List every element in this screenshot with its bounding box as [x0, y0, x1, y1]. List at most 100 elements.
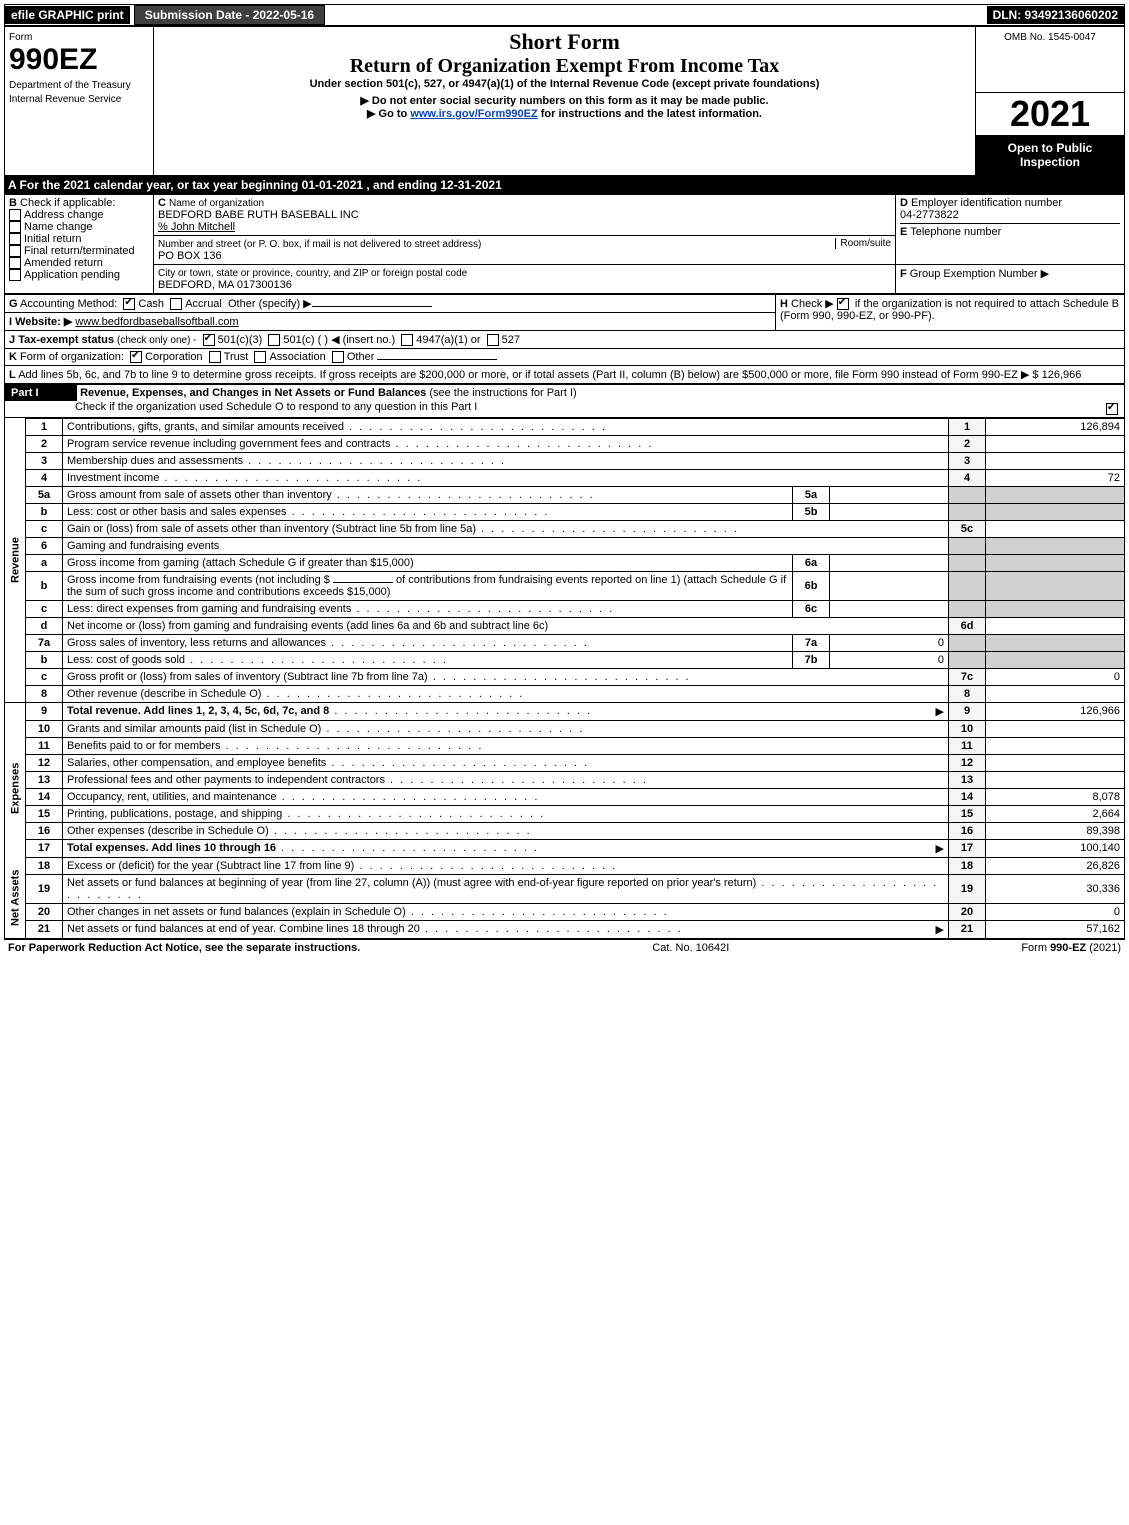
line-row: aGross income from gaming (attach Schedu…: [5, 554, 1125, 571]
line-text: Less: cost or other basis and sales expe…: [67, 506, 287, 518]
other-method-line: [312, 306, 432, 307]
part1-check-text: Check if the organization used Schedule …: [5, 401, 477, 413]
line-row: Net Assets 18Excess or (deficit) for the…: [5, 857, 1125, 874]
subtitle: Under section 501(c), 527, or 4947(a)(1)…: [158, 78, 971, 90]
line-text: Printing, publications, postage, and shi…: [67, 808, 282, 820]
line-value: [986, 737, 1125, 754]
cash-label: Cash: [138, 298, 164, 310]
initial-return-checkbox[interactable]: [9, 233, 21, 245]
expenses-label: Expenses: [5, 720, 26, 857]
instr-2-pre: ▶ Go to: [367, 108, 410, 120]
other-org-checkbox[interactable]: [332, 351, 344, 363]
line-value: 126,966: [986, 702, 1125, 720]
line-text: Membership dues and assessments: [67, 455, 243, 467]
line-num: 15: [26, 805, 63, 822]
line-num: 4: [26, 469, 63, 486]
sub-ref: 6a: [793, 554, 830, 571]
line-row: 19Net assets or fund balances at beginni…: [5, 874, 1125, 903]
short-form-title: Short Form: [158, 29, 971, 55]
line-row: 9Total revenue. Add lines 1, 2, 3, 4, 5c…: [5, 702, 1125, 720]
line-row: 8Other revenue (describe in Schedule O)8: [5, 685, 1125, 702]
open-to-public: Open to Public Inspection: [976, 135, 1124, 175]
gross-receipts-value: 126,966: [1042, 369, 1082, 381]
line-text: Gain or (loss) from sale of assets other…: [67, 523, 476, 535]
line-ref: 14: [949, 788, 986, 805]
final-return-checkbox[interactable]: [9, 245, 21, 257]
corp-checkbox[interactable]: [130, 351, 142, 363]
line-ref: 6d: [949, 617, 986, 634]
part1-title: Revenue, Expenses, and Changes in Net As…: [80, 387, 426, 399]
address-change-label: Address change: [24, 209, 104, 221]
line-value: 2,664: [986, 805, 1125, 822]
footer-right-post: (2021): [1086, 942, 1121, 954]
line-ref: 7c: [949, 668, 986, 685]
gray-cell: [949, 554, 986, 571]
section-j-label: J: [9, 334, 15, 346]
line-text: Other revenue (describe in Schedule O): [67, 688, 261, 700]
line-num: 17: [26, 839, 63, 857]
line-value: [986, 771, 1125, 788]
section-h-label: H: [780, 298, 788, 310]
line-text: Other changes in net assets or fund bala…: [67, 906, 406, 918]
4947-checkbox[interactable]: [401, 334, 413, 346]
top-bar: efile GRAPHIC print Submission Date - 20…: [4, 4, 1125, 26]
dln-label: DLN: 93492136060202: [987, 6, 1124, 24]
line-num: 5a: [26, 486, 63, 503]
part1-lines-table: Revenue 1Contributions, gifts, grants, a…: [4, 418, 1125, 939]
line-row: dNet income or (loss) from gaming and fu…: [5, 617, 1125, 634]
527-checkbox[interactable]: [487, 334, 499, 346]
dept-label: Department of the Treasury: [9, 80, 131, 91]
accrual-checkbox[interactable]: [170, 298, 182, 310]
gray-cell: [949, 571, 986, 600]
line-num: d: [26, 617, 63, 634]
address-change-checkbox[interactable]: [9, 209, 21, 221]
section-e-label: E: [900, 226, 907, 238]
city-label: City or town, state or province, country…: [158, 268, 467, 279]
header-table: Form 990EZ Department of the Treasury In…: [4, 26, 1125, 176]
501c-label: 501(c) ( ) ◀ (insert no.): [283, 334, 395, 346]
street-label: Number and street (or P. O. box, if mail…: [158, 239, 481, 250]
schedule-b-checkbox[interactable]: [837, 298, 849, 310]
sub-value: [830, 600, 949, 617]
name-change-checkbox[interactable]: [9, 221, 21, 233]
care-of: % John Mitchell: [158, 221, 235, 233]
sub-ref: 6b: [793, 571, 830, 600]
gray-cell: [949, 651, 986, 668]
trust-checkbox[interactable]: [209, 351, 221, 363]
line-row: cGross profit or (loss) from sales of in…: [5, 668, 1125, 685]
ein-label: Employer identification number: [911, 197, 1062, 209]
line-text: Grants and similar amounts paid (list in…: [67, 723, 321, 735]
501c3-checkbox[interactable]: [203, 334, 215, 346]
assoc-checkbox[interactable]: [254, 351, 266, 363]
irs-link[interactable]: www.irs.gov/Form990EZ: [410, 108, 537, 120]
schedule-o-checkbox[interactable]: [1106, 403, 1118, 415]
accounting-method-label: Accounting Method:: [20, 298, 117, 310]
line-ref: 21: [949, 920, 986, 938]
sub-value: [830, 571, 949, 600]
line-value: [986, 452, 1125, 469]
org-name-label: Name of organization: [169, 198, 264, 209]
sub-ref: 5a: [793, 486, 830, 503]
line-ref: 9: [949, 702, 986, 720]
line-text: Gross amount from sale of assets other t…: [67, 489, 332, 501]
line-text: Other expenses (describe in Schedule O): [67, 825, 269, 837]
line-row: 7aGross sales of inventory, less returns…: [5, 634, 1125, 651]
footer-left: For Paperwork Reduction Act Notice, see …: [8, 942, 360, 954]
line-text: Net assets or fund balances at beginning…: [67, 877, 756, 889]
line-value: [986, 685, 1125, 702]
line-value: 126,894: [986, 418, 1125, 435]
line-ref: 15: [949, 805, 986, 822]
line-num: 1: [26, 418, 63, 435]
instr-2: ▶ Go to www.irs.gov/Form990EZ for instru…: [158, 107, 971, 120]
line-text: Gross income from gaming (attach Schedul…: [67, 557, 414, 569]
501c-checkbox[interactable]: [268, 334, 280, 346]
other-method-label: Other (specify) ▶: [228, 298, 312, 310]
application-pending-checkbox[interactable]: [9, 269, 21, 281]
line-num: 11: [26, 737, 63, 754]
return-title: Return of Organization Exempt From Incom…: [158, 55, 971, 78]
cash-checkbox[interactable]: [123, 298, 135, 310]
application-pending-label: Application pending: [24, 269, 120, 281]
part1-header-table: Part I Revenue, Expenses, and Changes in…: [4, 384, 1125, 418]
amended-return-checkbox[interactable]: [9, 257, 21, 269]
line-num: 21: [26, 920, 63, 938]
